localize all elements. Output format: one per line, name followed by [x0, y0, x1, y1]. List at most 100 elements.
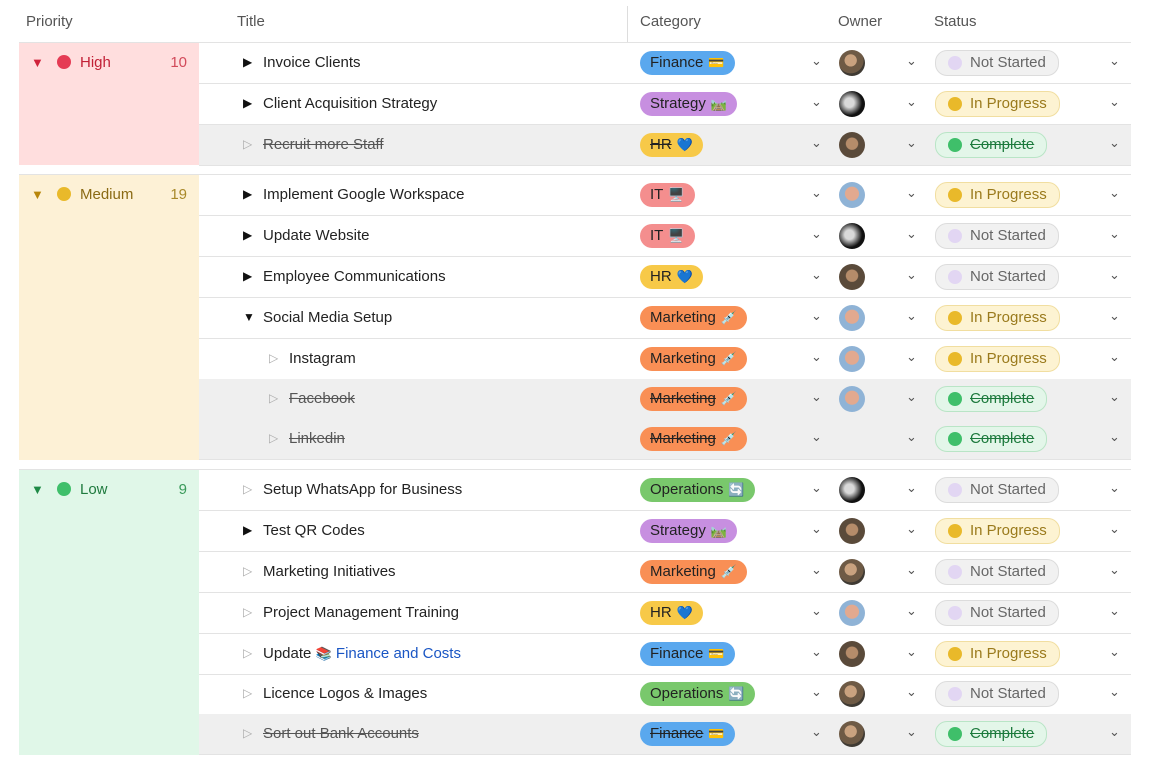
category-pill[interactable]: Marketing 💉	[640, 347, 748, 371]
chevron-down-icon[interactable]: ⌄	[1109, 94, 1120, 109]
expand-triangle-outline-icon[interactable]: ▷	[243, 646, 253, 660]
avatar[interactable]	[839, 182, 865, 208]
row-title[interactable]: Test QR Codes	[263, 522, 365, 539]
row-title[interactable]: Update 📚 Finance and Costs	[263, 645, 461, 662]
category-pill[interactable]: HR 💙	[640, 601, 703, 625]
avatar[interactable]	[839, 132, 865, 158]
chevron-down-icon[interactable]: ⌄	[1109, 644, 1120, 659]
chevron-down-icon[interactable]: ⌄	[811, 226, 822, 241]
table-row[interactable]: ▶ Client Acquisition Strategy Strategy 🛤️…	[199, 84, 1131, 125]
row-title[interactable]: Employee Communications	[263, 268, 446, 285]
chevron-down-icon[interactable]: ⌄	[906, 308, 917, 323]
avatar[interactable]	[839, 721, 865, 747]
status-badge[interactable]: Not Started	[935, 223, 1059, 249]
chevron-down-icon[interactable]: ⌄	[906, 267, 917, 282]
chevron-down-icon[interactable]: ⌄	[1109, 521, 1120, 536]
chevron-down-icon[interactable]: ⌄	[1109, 226, 1120, 241]
chevron-down-icon[interactable]: ⌄	[906, 480, 917, 495]
row-title[interactable]: Update Website	[263, 227, 370, 244]
table-row[interactable]: ▷ Project Management Training HR 💙 ⌄ ⌄ No…	[199, 593, 1131, 634]
row-title[interactable]: Sort out Bank Accounts	[263, 725, 419, 742]
chevron-down-icon[interactable]: ⌄	[1109, 308, 1120, 323]
chevron-down-icon[interactable]: ⌄	[811, 644, 822, 659]
table-row[interactable]: ▶ Update Website IT 🖥️ ⌄ ⌄ Not Started ⌄	[199, 216, 1131, 257]
category-pill[interactable]: Finance 💳	[640, 722, 735, 746]
avatar[interactable]	[839, 681, 865, 707]
category-pill[interactable]: Marketing 💉	[640, 387, 748, 411]
row-title[interactable]: Project Management Training	[263, 604, 459, 621]
status-badge[interactable]: Complete	[935, 386, 1048, 412]
expand-triangle-outline-icon[interactable]: ▷	[243, 726, 253, 740]
table-row[interactable]: ▷ Marketing Initiatives Marketing 💉 ⌄ ⌄ N…	[199, 552, 1131, 593]
avatar[interactable]	[839, 600, 865, 626]
chevron-down-icon[interactable]: ⌄	[811, 429, 822, 444]
chevron-down-icon[interactable]: ⌄	[1109, 349, 1120, 364]
chevron-down-icon[interactable]: ⌄	[811, 308, 822, 323]
expand-triangle-outline-icon[interactable]: ▷	[243, 605, 253, 619]
status-badge[interactable]: Not Started	[935, 600, 1059, 626]
chevron-down-icon[interactable]: ⌄	[811, 389, 822, 404]
page-link[interactable]: Finance and Costs	[335, 645, 461, 662]
chevron-down-icon[interactable]: ⌄	[906, 603, 917, 618]
chevron-down-icon[interactable]: ⌄	[1109, 724, 1120, 739]
chevron-down-icon[interactable]: ⌄	[906, 684, 917, 699]
category-pill[interactable]: Finance 💳	[640, 51, 735, 75]
row-title[interactable]: Social Media Setup	[263, 309, 393, 326]
avatar[interactable]	[839, 559, 865, 585]
avatar[interactable]	[839, 91, 865, 117]
chevron-down-icon[interactable]: ⌄	[906, 644, 917, 659]
status-badge[interactable]: Not Started	[935, 50, 1059, 76]
chevron-down-icon[interactable]: ⌄	[906, 94, 917, 109]
chevron-down-icon[interactable]: ⌄	[1109, 480, 1120, 495]
table-row[interactable]: ▷ Update 📚 Finance and Costs Finance 💳 ⌄ …	[199, 634, 1131, 675]
avatar[interactable]	[839, 50, 865, 76]
category-pill[interactable]: Operations 🔄	[640, 682, 755, 706]
expand-triangle-outline-icon[interactable]: ▷	[243, 686, 253, 700]
expand-triangle-outline-icon[interactable]: ▷	[243, 564, 253, 578]
table-row[interactable]: ▼ Social Media Setup Marketing 💉 ⌄ ⌄ In P…	[199, 298, 1131, 339]
chevron-down-icon[interactable]: ⌄	[906, 429, 917, 444]
chevron-down-icon[interactable]: ⌄	[1109, 562, 1120, 577]
expand-triangle-icon[interactable]: ▶	[243, 187, 253, 201]
status-badge[interactable]: Not Started	[935, 559, 1059, 585]
status-badge[interactable]: Not Started	[935, 264, 1059, 290]
chevron-down-icon[interactable]: ⌄	[811, 267, 822, 282]
status-badge[interactable]: Complete	[935, 426, 1048, 452]
collapse-triangle-icon[interactable]: ▼	[31, 55, 44, 70]
status-badge[interactable]: In Progress	[935, 518, 1060, 544]
table-row[interactable]: ▷ Linkedin Marketing 💉 ⌄ ⌄ Complete ⌄	[199, 419, 1131, 460]
chevron-down-icon[interactable]: ⌄	[811, 94, 822, 109]
category-pill[interactable]: HR 💙	[640, 133, 703, 157]
column-header-title[interactable]: Title	[237, 13, 265, 30]
chevron-down-icon[interactable]: ⌄	[1109, 684, 1120, 699]
row-title[interactable]: Client Acquisition Strategy	[263, 95, 438, 112]
chevron-down-icon[interactable]: ⌄	[811, 603, 822, 618]
expand-triangle-icon[interactable]: ▶	[243, 269, 253, 283]
row-title[interactable]: Linkedin	[289, 430, 345, 447]
collapse-triangle-icon[interactable]: ▼	[31, 187, 44, 202]
table-row[interactable]: ▷ Sort out Bank Accounts Finance 💳 ⌄ ⌄ Co…	[199, 714, 1131, 755]
row-title[interactable]: Invoice Clients	[263, 54, 361, 71]
row-title[interactable]: Instagram	[289, 350, 356, 367]
category-pill[interactable]: IT 🖥️	[640, 183, 695, 207]
chevron-down-icon[interactable]: ⌄	[811, 53, 822, 68]
collapse-triangle-icon[interactable]: ▼	[31, 482, 44, 497]
category-pill[interactable]: Marketing 💉	[640, 560, 748, 584]
status-badge[interactable]: In Progress	[935, 346, 1060, 372]
expand-triangle-outline-icon[interactable]: ▷	[269, 351, 279, 365]
column-header-status[interactable]: Status	[934, 13, 977, 30]
expand-triangle-icon[interactable]: ▶	[243, 228, 253, 242]
chevron-down-icon[interactable]: ⌄	[906, 724, 917, 739]
chevron-down-icon[interactable]: ⌄	[811, 349, 822, 364]
chevron-down-icon[interactable]: ⌄	[811, 684, 822, 699]
column-header-owner[interactable]: Owner	[838, 13, 883, 30]
category-pill[interactable]: Strategy 🛤️	[640, 519, 738, 543]
table-row[interactable]: ▷ Licence Logos & Images Operations 🔄 ⌄ ⌄…	[199, 674, 1131, 715]
status-badge[interactable]: In Progress	[935, 641, 1060, 667]
avatar[interactable]	[839, 641, 865, 667]
chevron-down-icon[interactable]: ⌄	[1109, 603, 1120, 618]
chevron-down-icon[interactable]: ⌄	[811, 562, 822, 577]
category-pill[interactable]: Operations 🔄	[640, 478, 755, 502]
status-badge[interactable]: Complete	[935, 721, 1048, 747]
row-title[interactable]: Recruit more Staff	[263, 136, 384, 153]
